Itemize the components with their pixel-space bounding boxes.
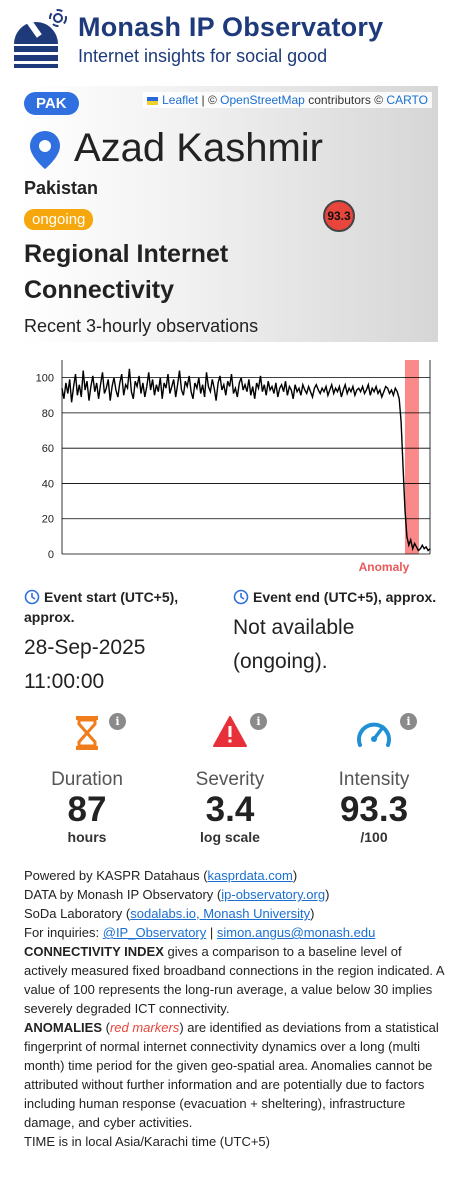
anomaly-label: Anomaly [359,560,410,574]
connectivity-chart: 0 20 40 60 80 100 Anomaly [36,360,431,574]
duration-unit: hours [67,829,107,845]
intensity-label: Intensity [338,769,410,790]
gauge-icon [357,722,391,747]
hourglass-icon [76,716,98,750]
region-card: PAK Leaflet | © OpenStreetMap contributo… [20,86,438,342]
region-name: Azad Kashmir [74,126,323,170]
duration-info-icon[interactable]: i [109,713,126,730]
intensity-unit: /100 [360,829,388,845]
event-end-status: (ongoing). [233,650,328,673]
duration-metric: i Duration 87 hours [17,713,157,845]
ip-observatory-link[interactable]: ip-observatory.org [221,887,326,902]
severity-unit: log scale [200,829,260,845]
clock-icon [24,589,40,605]
status-badge: ongoing [24,209,94,230]
brand-tagline: Internet insights for social good [78,46,328,66]
twitter-link[interactable]: @IP_Observatory [102,925,207,940]
kaspr-link[interactable]: kasprdata.com [207,868,293,883]
event-start-time: 11:00:00 [24,670,105,693]
y-tick-label: 40 [42,478,54,490]
event-end: Event end (UTC+5), approx. Not available… [233,587,438,679]
carto-link[interactable]: CARTO [386,93,428,107]
y-tick-label: 60 [42,443,54,455]
brand-title: Monash IP Observatory [78,12,384,42]
country-name: Pakistan [24,178,99,198]
map-attribution: Leaflet | © OpenStreetMap contributors ©… [143,92,432,108]
osm-link[interactable]: OpenStreetMap [220,93,305,107]
soda-line: SoDa Laboratory (sodalabs.io, Monash Uni… [24,906,315,921]
intensity-info-icon[interactable]: i [400,713,417,730]
card-title: Regional Internet Connectivity [24,240,229,304]
sodalabs-link[interactable]: sodalabs.io, Monash University [130,906,311,921]
ukraine-flag-icon [147,96,159,105]
event-start: Event start (UTC+5), approx. 28-Sep-2025… [24,587,229,699]
severity-info-icon[interactable]: i [250,713,267,730]
inquiries-line: For inquiries: @IP_Observatory | simon.a… [24,925,376,940]
y-tick-label: 0 [48,549,54,561]
footer-info: Powered by KASPR Datahaus (kasprdata.com… [24,866,444,1151]
y-tick-label: 100 [36,373,54,385]
duration-label: Duration [51,769,123,790]
intensity-value: 93.3 [339,790,409,829]
connectivity-index-note: CONNECTIVITY INDEX gives a comparison to… [24,944,444,1016]
event-end-value: Not available [233,616,355,639]
country-code-badge: PAK [24,92,79,115]
index-marker[interactable]: 93.3 [323,200,355,232]
clock-icon [233,589,249,605]
severity-label: Severity [195,769,265,790]
severity-metric: i Severity 3.4 log scale [160,713,300,845]
y-tick-label: 80 [42,408,54,420]
powered-by-line: Powered by KASPR Datahaus (kasprdata.com… [24,868,298,883]
anomalies-note: ANOMALIES (red markers) are identified a… [24,1020,439,1130]
time-note: TIME is in local Asia/Karachi time (UTC+… [24,1134,270,1149]
leaflet-link[interactable]: Leaflet [162,93,199,107]
intensity-metric: i Intensity 93.3 /100 [304,713,444,845]
email-link[interactable]: simon.angus@monash.edu [216,925,376,940]
event-start-label: Event start (UTC+5), approx. [24,589,179,625]
observatory-logo-icon [14,9,67,68]
location-pin-icon [30,131,60,169]
y-tick-label: 20 [42,514,54,526]
series-line [61,368,431,552]
anomaly-band [404,360,419,554]
severity-value: 3.4 [205,790,255,829]
event-end-label: Event end (UTC+5), approx. [253,589,437,605]
duration-value: 87 [67,790,107,829]
header: Monash IP Observatory Internet insights … [0,0,462,82]
data-by-line: DATA by Monash IP Observatory (ip-observ… [24,887,330,902]
warning-icon [213,716,247,747]
card-subtitle: Recent 3-hourly observations [24,316,259,336]
event-start-date: 28-Sep-2025 [24,636,146,659]
